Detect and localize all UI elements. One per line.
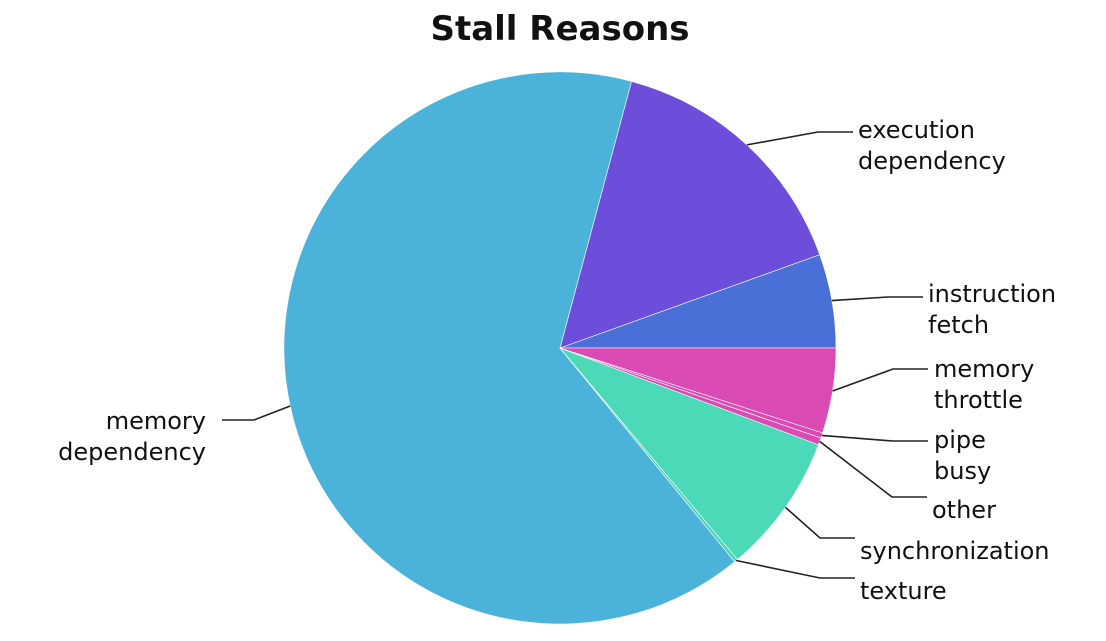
slice-label-execution-dependency: execution dependency [858, 116, 1006, 175]
slice-label-memory-dependency: memory dependency [58, 407, 206, 466]
pie-slice-memory-throttle [559, 347, 837, 434]
slice-label-line: instruction [928, 280, 1056, 308]
slice-label-line: throttle [934, 386, 1023, 414]
slice-label-pipe-busy: pipe busy [934, 426, 991, 485]
slice-label-line: dependency [858, 147, 1006, 175]
slice-label-line: fetch [928, 311, 989, 339]
leader-line-other [819, 440, 927, 498]
slice-label-texture: texture [860, 577, 947, 605]
leader-line-texture [735, 559, 855, 579]
slice-label-line: synchronization [860, 537, 1050, 565]
slice-label-instruction-fetch: instruction fetch [928, 280, 1056, 339]
slice-label-line: other [932, 496, 996, 524]
pie-slice-execution-dependency [559, 81, 821, 349]
leader-line-execution-dependency [746, 131, 853, 146]
slice-label-line: memory [934, 355, 1034, 383]
pie-slices [283, 71, 837, 625]
slice-label-line: busy [934, 457, 991, 485]
leader-line-pipe-busy [821, 434, 928, 442]
slice-label-line: texture [860, 577, 947, 605]
slice-label-synchronization: synchronization [860, 537, 1050, 565]
slice-label-line: memory [106, 407, 206, 435]
pie-slice-synchronization [559, 347, 819, 560]
leader-line-synchronization [784, 506, 855, 539]
slice-label-memory-throttle: memory throttle [934, 355, 1034, 414]
slice-label-other: other [932, 496, 996, 524]
leader-line-instruction-fetch [831, 296, 923, 302]
leader-line-memory-dependency [222, 405, 291, 421]
slice-label-line: dependency [58, 438, 206, 466]
chart-title: Stall Reasons [430, 9, 689, 49]
slice-label-line: execution [858, 116, 975, 144]
slice-label-line: pipe [934, 426, 986, 454]
leader-line-memory-throttle [832, 368, 928, 392]
label-leader-lines [222, 131, 928, 579]
